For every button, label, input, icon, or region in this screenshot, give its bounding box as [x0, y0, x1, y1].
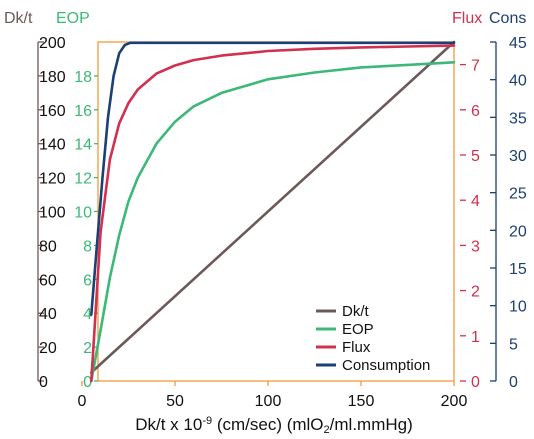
- flux-tick-label: 7: [471, 58, 480, 75]
- dkt-tick-label: 60: [39, 272, 57, 289]
- eop-tick-label: 14: [74, 137, 92, 154]
- series-line-eop: [90, 60, 456, 383]
- cons-tick-label: 0: [509, 374, 518, 391]
- x-tick-label: 50: [166, 393, 184, 410]
- flux-tick-label: 4: [471, 193, 480, 210]
- flux-tick-label: 2: [471, 284, 480, 301]
- cons-tick-label: 45: [509, 35, 527, 52]
- cons-tick-label: 35: [509, 110, 527, 127]
- eop-tick-label: 0: [83, 374, 92, 391]
- flux-tick-label: 1: [471, 329, 480, 346]
- dkt-tick-label: 0: [39, 374, 48, 391]
- axes: 0 50 100 150 200020406080100120140160180200D…: [4, 10, 527, 410]
- series-line-flux: [90, 44, 456, 383]
- eop-tick-label: 6: [83, 272, 92, 289]
- eop-tick-label: 16: [74, 103, 92, 120]
- cons-tick-label: 40: [509, 73, 527, 90]
- series-line-dk-t: [90, 40, 456, 374]
- cons-tick-label: 25: [509, 186, 527, 203]
- legend-label: Consumption: [342, 357, 430, 374]
- x-tick-label: 200: [441, 393, 468, 410]
- flux-tick-label: 3: [471, 238, 480, 255]
- cons-tick-label: 30: [509, 148, 527, 165]
- cons-tick-label: 5: [509, 336, 518, 353]
- dkt-tick-label: 100: [39, 205, 66, 222]
- x-tick-label: 150: [348, 393, 375, 410]
- flux-tick-label: 0: [471, 374, 480, 391]
- flux-tick-label: 5: [471, 148, 480, 165]
- eop-tick-label: 4: [83, 306, 92, 323]
- eop-tick-label: 12: [74, 171, 92, 188]
- flux-axis-title: Flux: [452, 10, 482, 27]
- eop-tick-label: 8: [83, 238, 92, 255]
- dkt-tick-label: 20: [39, 340, 57, 357]
- dkt-tick-label: 140: [39, 137, 66, 154]
- eop-tick-label: 2: [83, 340, 92, 357]
- plot-border: [97, 41, 455, 382]
- dkt-tick-label: 160: [39, 103, 66, 120]
- dkt-tick-label: 180: [39, 69, 66, 86]
- eop-tick-label: 10: [74, 205, 92, 222]
- series-lines: [90, 40, 456, 383]
- dkt-tick-label: 80: [39, 238, 57, 255]
- dkt-tick-label: 120: [39, 171, 66, 188]
- series-line-consumption: [90, 41, 456, 317]
- cons-tick-label: 15: [509, 261, 527, 278]
- plot-area: [97, 41, 455, 382]
- flux-tick-label: 6: [471, 103, 480, 120]
- legend-label: EOP: [342, 321, 374, 338]
- eop-axis-title: EOP: [56, 10, 90, 27]
- cons-tick-label: 20: [509, 223, 527, 240]
- legend-label: Flux: [342, 339, 371, 356]
- x-tick-label: 100: [255, 393, 282, 410]
- dkt-tick-label: 40: [39, 306, 57, 323]
- dkt-tick-label: 200: [39, 35, 66, 52]
- legend-label: Dk/t: [342, 303, 370, 320]
- cons-tick-label: 10: [509, 299, 527, 316]
- cons-axis-title: Cons: [489, 10, 526, 27]
- x-tick-label: 0: [78, 393, 87, 410]
- x-axis-title: Dk/t x 10-9 (cm/sec) (mlO2/ml.mmHg): [135, 415, 413, 436]
- dkt-axis-title: Dk/t: [4, 10, 33, 27]
- eop-tick-label: 18: [74, 69, 92, 86]
